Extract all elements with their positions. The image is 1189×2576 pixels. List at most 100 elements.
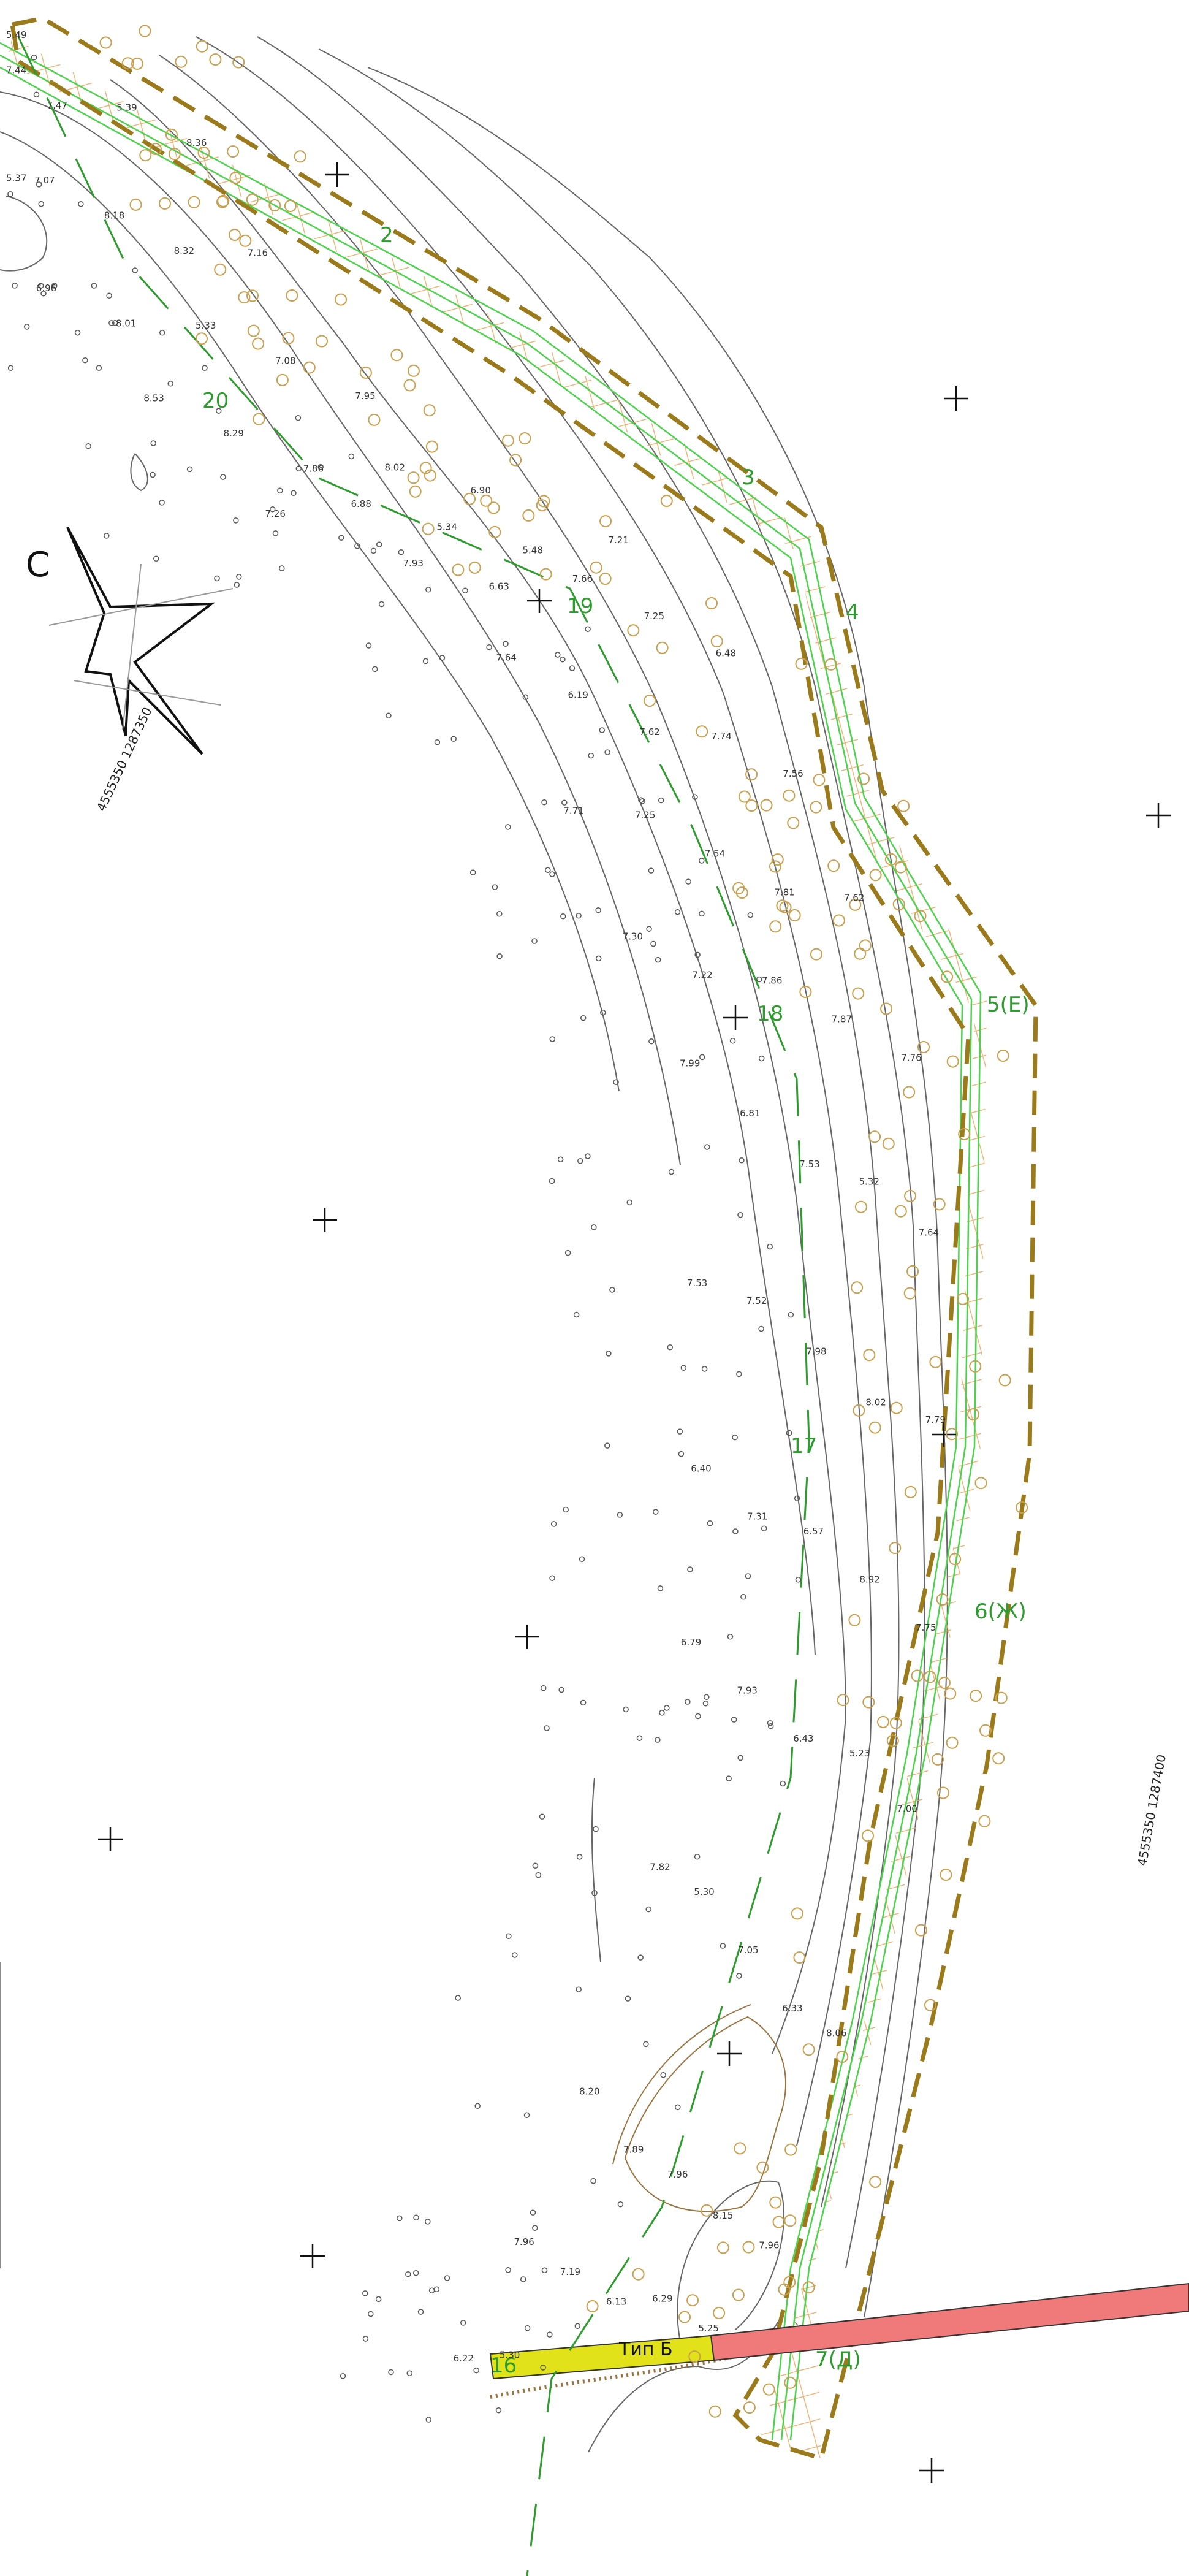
survey-point — [613, 1079, 619, 1086]
survey-point — [638, 797, 644, 803]
elevation-label: 7.81 — [774, 887, 794, 898]
elevation-label: 7.56 — [783, 768, 803, 779]
survey-point — [599, 727, 606, 733]
tree-icon — [969, 1360, 982, 1373]
survey-point — [593, 1826, 599, 1832]
survey-point — [433, 2286, 440, 2293]
tree-icon — [468, 561, 481, 574]
survey-point — [530, 2209, 536, 2216]
tree-icon — [917, 1041, 930, 1053]
survey-point — [576, 1854, 583, 1860]
tree-icon — [857, 772, 870, 785]
survey-point — [795, 1577, 802, 1583]
elevation-label: 7.96 — [759, 2240, 779, 2251]
point-label-17: 17 — [791, 1434, 817, 1458]
survey-point — [340, 2373, 346, 2379]
survey-point — [378, 601, 385, 608]
elevation-label: 7.74 — [711, 731, 731, 742]
elevation-label: 8.18 — [104, 210, 124, 221]
survey-point — [295, 414, 302, 421]
survey-point — [560, 913, 566, 920]
tree-icon — [974, 1477, 987, 1490]
elevation-label: 6.40 — [691, 1463, 711, 1474]
survey-point — [317, 463, 324, 470]
survey-point — [434, 739, 441, 745]
survey-point — [31, 54, 37, 61]
survey-point — [539, 1813, 545, 1820]
elevation-label: 6.90 — [471, 485, 491, 496]
survey-point — [428, 2287, 435, 2294]
tree-icon — [940, 1869, 952, 1881]
tree-icon — [539, 568, 552, 581]
survey-point — [625, 1995, 631, 2002]
elevation-label: 8.36 — [186, 137, 207, 148]
survey-point — [425, 2417, 432, 2423]
survey-point — [354, 543, 360, 549]
elevation-label: 5.30 — [500, 2350, 520, 2361]
tree-icon — [924, 1999, 936, 2011]
tree-icon — [480, 494, 493, 507]
survey-point — [547, 2331, 553, 2338]
tree-icon — [735, 886, 748, 899]
tree-icon — [708, 2405, 721, 2418]
survey-point — [720, 1943, 726, 1949]
survey-point — [650, 940, 656, 947]
survey-point — [731, 1717, 737, 1723]
tree-icon — [944, 1687, 957, 1700]
tree-icon — [772, 2216, 785, 2228]
tree-icon — [660, 495, 673, 507]
survey-point — [495, 2407, 502, 2414]
survey-point — [655, 1737, 661, 1743]
survey-point — [362, 2290, 368, 2296]
survey-point — [675, 2104, 681, 2111]
boundary-outline — [9, 16, 1038, 2461]
elevation-label: 5.37 — [6, 172, 26, 183]
survey-point — [398, 549, 405, 555]
survey-point — [272, 530, 279, 536]
tree-icon — [716, 2241, 729, 2254]
tree-icon — [407, 471, 420, 484]
survey-point — [33, 91, 40, 98]
survey-point — [473, 2367, 479, 2374]
survey-point — [524, 2325, 531, 2331]
tree-icon — [247, 324, 260, 337]
tree-icon — [131, 57, 143, 70]
tree-icon — [139, 149, 152, 162]
point-label-3: 3 — [742, 465, 755, 490]
tree-icon — [390, 349, 403, 362]
tree-icon — [936, 1593, 949, 1606]
elevation-label: 7.25 — [635, 810, 655, 821]
elevation-label: 8.02 — [385, 462, 405, 473]
survey-point — [745, 1573, 751, 1579]
tree-icon — [932, 1753, 944, 1766]
survey-point — [450, 736, 457, 742]
tree-icon — [710, 635, 723, 647]
tree-icon — [168, 148, 181, 161]
elevation-label: 7.87 — [832, 1014, 852, 1025]
survey-point — [680, 1365, 687, 1371]
elevation-label: 7.30 — [623, 931, 643, 942]
tree-icon — [239, 234, 252, 247]
survey-point — [522, 694, 529, 701]
survey-point — [645, 1906, 651, 1913]
survey-point — [406, 2370, 413, 2376]
tree-icon — [734, 2142, 746, 2155]
survey-point — [541, 799, 547, 806]
survey-point — [699, 910, 705, 917]
survey-point — [767, 1723, 774, 1729]
tree-icon — [859, 939, 872, 952]
tree-icon — [992, 1752, 1005, 1765]
survey-point — [365, 642, 372, 649]
elevation-label: 7.62 — [844, 893, 864, 904]
tree-icon — [979, 1724, 992, 1737]
survey-point — [462, 587, 468, 593]
survey-point — [12, 283, 18, 289]
survey-point — [577, 1158, 583, 1164]
excavation-pit — [490, 2004, 799, 2399]
survey-point — [767, 1243, 773, 1250]
survey-point — [153, 555, 159, 562]
survey-point — [664, 1705, 670, 1711]
tree-icon — [894, 861, 907, 874]
survey-point — [439, 655, 446, 661]
elevation-label: 7.93 — [403, 558, 424, 569]
